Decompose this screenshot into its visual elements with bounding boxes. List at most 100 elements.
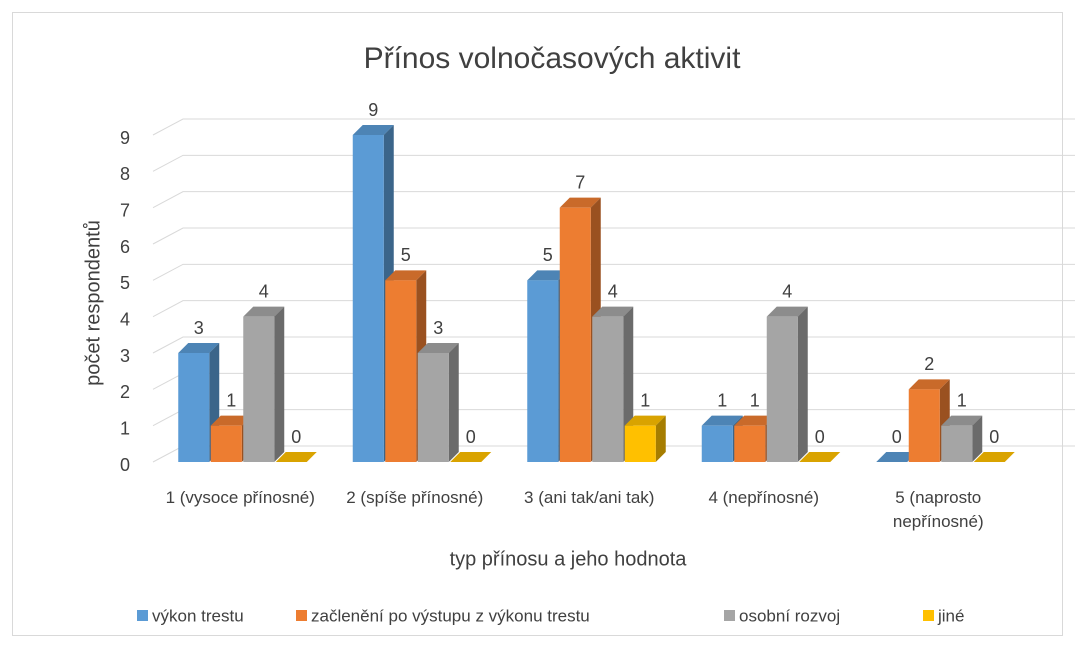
- bar-top: [941, 415, 983, 426]
- legend-label: jiné: [937, 606, 964, 625]
- legend-swatch: [724, 610, 735, 621]
- bar-front: [701, 425, 733, 462]
- data-label: 3: [433, 318, 443, 338]
- bar-top: [527, 270, 569, 281]
- y-axis-label: počet respondentů: [82, 220, 104, 386]
- bar-top: [243, 306, 285, 317]
- bar-front: [592, 316, 624, 462]
- data-label: 2: [924, 354, 934, 374]
- bar: [450, 452, 492, 462]
- bar: [941, 415, 983, 462]
- bar: [876, 452, 918, 462]
- bar-front: [417, 353, 449, 462]
- x-axis-label: typ přínosu a jeho hodnota: [450, 548, 688, 570]
- bar: [766, 306, 808, 462]
- x-tick-label: 2 (spíše přínosné): [346, 488, 484, 507]
- bar-top: [559, 197, 601, 208]
- data-label: 1: [717, 390, 727, 410]
- data-label: 0: [989, 427, 999, 447]
- bar-front: [178, 353, 210, 462]
- chart-title: Přínos volnočasových aktivit: [364, 42, 741, 75]
- grid-line: [152, 227, 1075, 245]
- y-tick-label: 8: [120, 164, 130, 184]
- legend-swatch: [923, 610, 934, 621]
- y-tick-label: 3: [120, 346, 130, 366]
- bar-top: [734, 415, 776, 426]
- x-tick-label: 3 (ani tak/ani tak): [524, 488, 655, 507]
- bar: [624, 415, 666, 462]
- bar-side: [797, 306, 808, 462]
- data-label: 4: [259, 281, 269, 301]
- grid-line: [152, 191, 1075, 209]
- bar: [908, 379, 950, 462]
- x-tick-label: 1 (vysoce přínosné): [165, 488, 315, 507]
- bar-front: [734, 425, 766, 462]
- y-tick-label: 7: [120, 200, 130, 220]
- data-label: 5: [401, 245, 411, 265]
- grid-line: [152, 300, 1075, 318]
- y-tick-label: 0: [120, 455, 130, 475]
- data-label: 1: [957, 390, 967, 410]
- bar-top: [592, 306, 634, 317]
- legend-label: osobní rozvoj: [739, 606, 840, 625]
- bar-top: [352, 125, 394, 135]
- y-tick-label: 4: [120, 309, 130, 329]
- bar: [243, 306, 285, 462]
- bar-top: [417, 343, 459, 353]
- bar-top: [210, 415, 252, 426]
- bar-front: [559, 207, 591, 462]
- data-label: 3: [194, 318, 204, 338]
- bar-front: [352, 135, 384, 462]
- grid-line: [152, 118, 1075, 136]
- bar-front: [624, 425, 656, 462]
- bar: [275, 452, 317, 462]
- legend-label: začlenění po výstupu z výkonu trestu: [311, 606, 590, 625]
- bar-top: [624, 415, 666, 426]
- y-tick-label: 9: [120, 128, 130, 148]
- bar: [592, 306, 634, 462]
- data-label: 1: [226, 390, 236, 410]
- bar-side: [655, 415, 666, 462]
- y-tick-label: 1: [120, 418, 130, 438]
- bar-front: [527, 280, 559, 462]
- bar-top: [908, 379, 950, 390]
- y-tick-label: 5: [120, 273, 130, 293]
- y-tick-label: 2: [120, 382, 130, 402]
- data-label: 1: [750, 390, 760, 410]
- bar-side: [448, 343, 459, 462]
- bar-top: [799, 452, 841, 462]
- data-label: 4: [608, 281, 618, 301]
- x-tick-label: 5 (naprosto nepřínosné): [892, 488, 984, 531]
- data-label: 0: [291, 427, 301, 447]
- y-tick-label: 6: [120, 237, 130, 257]
- data-label: 1: [640, 390, 650, 410]
- bar-top: [973, 452, 1015, 462]
- data-label: 4: [782, 281, 792, 301]
- bar: [417, 343, 459, 462]
- data-label: 0: [466, 427, 476, 447]
- data-label: 9: [368, 100, 378, 120]
- bar-front: [385, 280, 417, 462]
- data-label: 7: [575, 172, 585, 192]
- x-tick-label: 4 (nepřínosné): [708, 488, 820, 507]
- bar-top: [275, 452, 317, 462]
- bar-front: [766, 316, 798, 462]
- bar-front: [941, 425, 973, 462]
- bar-top: [385, 270, 427, 281]
- data-label: 0: [892, 427, 902, 447]
- bar-front: [908, 389, 940, 462]
- bar-top: [876, 452, 918, 462]
- legend-label: výkon trestu: [152, 606, 244, 625]
- data-label: 0: [815, 427, 825, 447]
- legend-swatch: [296, 610, 307, 621]
- bar: [799, 452, 841, 462]
- grid-line: [152, 263, 1075, 281]
- bar-front: [210, 425, 242, 462]
- bar-front: [243, 316, 275, 462]
- bar-top: [766, 306, 808, 317]
- bar: [973, 452, 1015, 462]
- legend-swatch: [137, 610, 148, 621]
- data-label: 5: [543, 245, 553, 265]
